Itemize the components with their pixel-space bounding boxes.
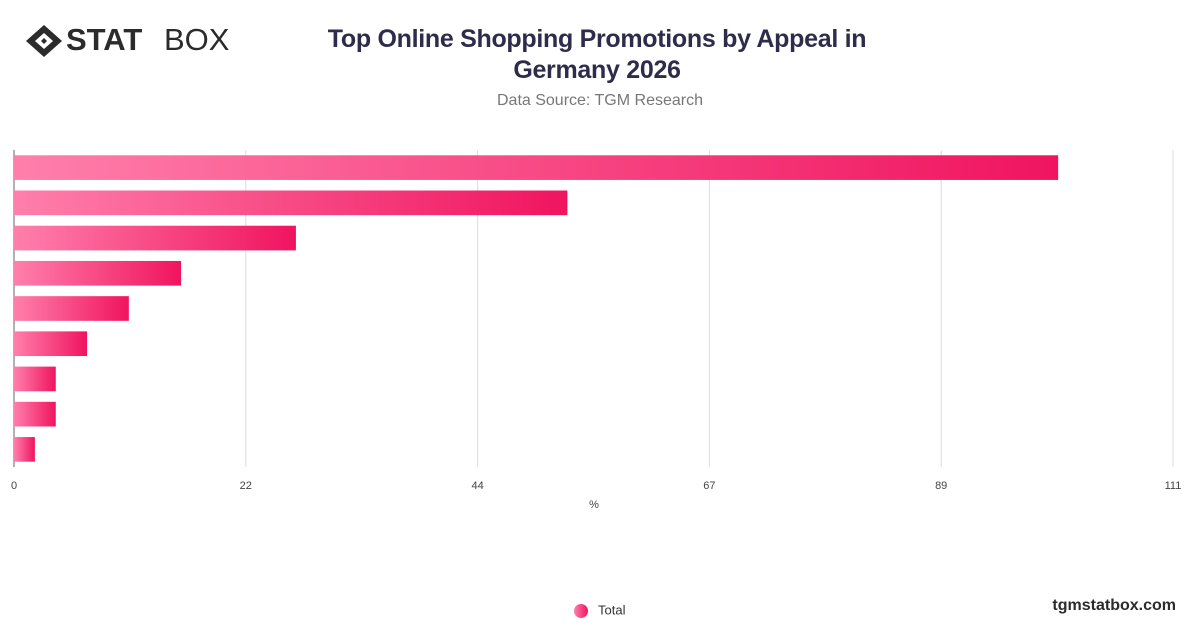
- bar: [14, 437, 35, 462]
- bar: [14, 366, 56, 392]
- x-tick-label: 44: [471, 480, 483, 492]
- x-tick-label: 67: [703, 480, 715, 492]
- logo-icon: [26, 25, 62, 57]
- logo-light: BOX: [164, 22, 230, 57]
- x-tick-label: 0: [11, 480, 17, 492]
- legend-label: Total: [598, 602, 626, 617]
- bar: [14, 401, 56, 427]
- x-tick-label: 89: [935, 480, 947, 492]
- x-tick-label: 111: [1165, 480, 1182, 492]
- chart-subtitle: Data Source: TGM Research: [496, 92, 703, 109]
- bar: [14, 260, 182, 286]
- bar: [14, 296, 129, 321]
- x-tick-label: 22: [240, 480, 252, 492]
- bar: [14, 331, 88, 357]
- logo-bold: STAT: [66, 22, 142, 57]
- bar: [14, 155, 1059, 180]
- bar: [14, 190, 568, 216]
- bar: [14, 225, 296, 251]
- footer: tgmstatbox.com: [1052, 597, 1176, 614]
- x-axis-label: %: [589, 499, 599, 511]
- chart-title: Top Online Shopping Promotions by Appeal…: [327, 25, 867, 84]
- legend-swatch: [574, 604, 588, 618]
